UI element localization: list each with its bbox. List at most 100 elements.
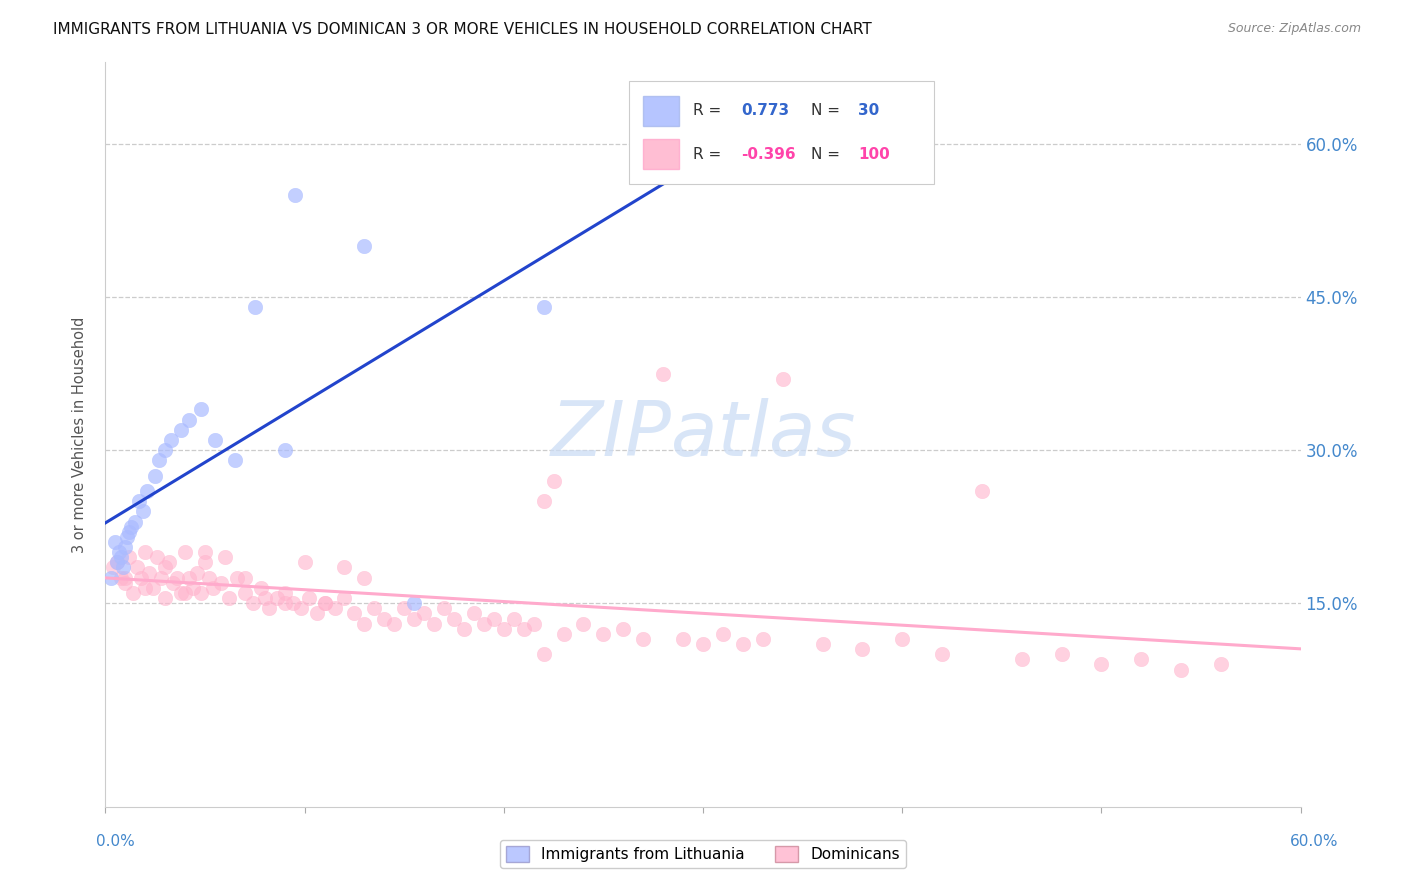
Point (186, 566, 208, 580)
Point (731, 637, 754, 651)
Point (243, 301, 266, 315)
Point (1130, 652, 1153, 666)
Point (672, 632, 695, 646)
Point (404, 596, 426, 610)
Point (731, 117, 754, 131)
Point (413, 607, 436, 621)
Point (174, 586, 197, 600)
Point (170, 586, 193, 600)
Point (166, 571, 188, 585)
Point (1209, 657, 1232, 672)
Point (453, 622, 475, 636)
Point (433, 601, 456, 615)
Point (204, 433, 226, 447)
Point (127, 560, 149, 574)
Point (107, 555, 129, 569)
Point (129, 571, 153, 585)
Point (214, 550, 236, 565)
Text: Source: ZipAtlas.com: Source: ZipAtlas.com (1227, 22, 1361, 36)
Point (202, 581, 225, 595)
Point (273, 596, 295, 610)
Point (273, 586, 295, 600)
Point (811, 637, 834, 651)
Point (314, 596, 336, 610)
Point (143, 468, 166, 483)
Text: 0.773: 0.773 (741, 103, 789, 119)
Point (242, 596, 264, 610)
Point (970, 483, 993, 498)
Point (463, 607, 485, 621)
Point (118, 550, 141, 565)
Point (711, 627, 734, 641)
Bar (644, 139, 679, 169)
Point (134, 581, 156, 595)
Text: 30: 30 (858, 103, 880, 119)
Point (482, 611, 505, 625)
Point (931, 647, 953, 661)
Point (134, 545, 156, 559)
Point (209, 575, 232, 590)
Point (652, 367, 675, 381)
Point (198, 571, 221, 585)
Point (772, 372, 794, 386)
Point (153, 560, 177, 574)
Point (250, 581, 273, 595)
Point (114, 575, 136, 590)
Point (146, 550, 169, 565)
Text: N =: N = (810, 103, 845, 119)
Point (353, 616, 375, 631)
Point (851, 642, 873, 657)
Point (177, 412, 201, 426)
Point (142, 581, 165, 595)
Point (157, 555, 180, 569)
Point (107, 555, 129, 569)
Point (1170, 663, 1192, 677)
Point (353, 239, 375, 253)
Point (533, 494, 555, 508)
Point (1050, 647, 1073, 661)
Point (543, 474, 565, 488)
Point (363, 601, 385, 615)
Point (404, 611, 426, 625)
Point (305, 607, 328, 621)
Point (353, 571, 375, 585)
Text: IMMIGRANTS FROM LITHUANIA VS DOMINICAN 3 OR MORE VEHICLES IN HOUSEHOLD CORRELATI: IMMIGRANTS FROM LITHUANIA VS DOMINICAN 3… (53, 22, 872, 37)
Point (103, 560, 125, 574)
Point (297, 591, 319, 606)
Point (533, 301, 555, 315)
Point (138, 566, 160, 580)
Point (177, 571, 201, 585)
Point (323, 601, 346, 615)
Point (122, 586, 145, 600)
Point (281, 596, 304, 610)
Point (190, 586, 212, 600)
Point (523, 616, 546, 631)
Point (112, 560, 135, 574)
Point (218, 591, 240, 606)
Point (181, 581, 204, 595)
Text: -0.396: -0.396 (741, 146, 796, 161)
Point (114, 540, 136, 554)
Point (333, 591, 356, 606)
Text: R =: R = (693, 146, 727, 161)
Point (314, 596, 336, 610)
Point (108, 545, 131, 559)
Point (284, 188, 307, 202)
Point (117, 530, 139, 544)
Point (174, 545, 197, 559)
Y-axis label: 3 or more Vehicles in Household: 3 or more Vehicles in Household (72, 317, 87, 553)
Text: 100: 100 (858, 146, 890, 161)
Point (333, 560, 356, 574)
Point (633, 632, 655, 646)
Point (533, 647, 555, 661)
Point (104, 535, 127, 549)
Text: ZIPatlas: ZIPatlas (550, 398, 856, 472)
Point (502, 611, 524, 625)
Point (153, 591, 177, 606)
FancyBboxPatch shape (628, 81, 934, 184)
Point (110, 571, 132, 585)
Point (194, 555, 217, 569)
Point (132, 504, 155, 518)
Point (751, 632, 773, 646)
Point (118, 524, 141, 539)
